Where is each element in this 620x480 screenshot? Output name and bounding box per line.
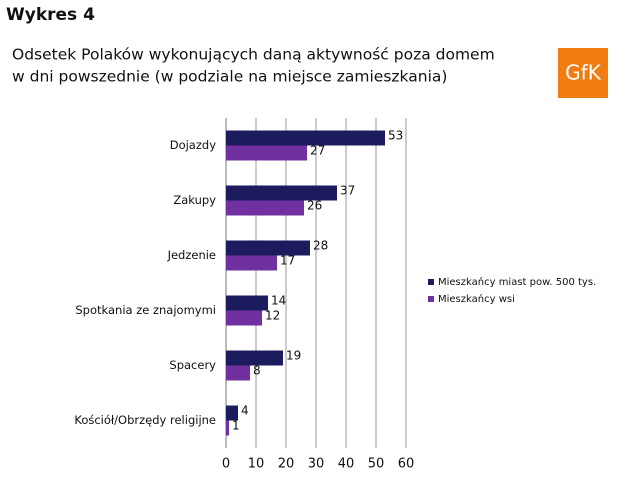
logo — [558, 48, 608, 98]
x-tick-label: 10 — [248, 457, 265, 472]
logo-text: GfK — [565, 61, 602, 85]
bar — [226, 405, 238, 421]
bar — [226, 365, 250, 381]
data-label: 27 — [310, 144, 325, 158]
bar — [226, 295, 268, 311]
page-title: Wykres 4 — [6, 5, 95, 25]
data-label: 1 — [232, 419, 240, 433]
y-tick-label: Dojazdy — [170, 138, 216, 152]
data-label: 53 — [388, 129, 403, 143]
data-label: 19 — [286, 349, 301, 363]
data-label: 4 — [241, 404, 249, 418]
legend-label: Mieszkańcy miast pow. 500 tys. — [438, 276, 596, 288]
chart-title: Odsetek Polaków wykonujących daną aktywn… — [12, 46, 495, 64]
y-tick-label: Spacery — [169, 358, 216, 372]
bar — [226, 185, 337, 201]
y-tick-label: Zakupy — [173, 193, 216, 207]
bar — [226, 255, 277, 271]
bar — [226, 240, 310, 256]
y-tick-label: Spotkania ze znajomymi — [75, 303, 216, 317]
y-tick-label: Jedzenie — [167, 248, 216, 262]
data-label: 37 — [340, 184, 355, 198]
bar — [226, 130, 385, 146]
data-label: 28 — [313, 239, 328, 253]
x-tick-label: 50 — [368, 457, 385, 472]
bar — [226, 145, 307, 161]
bar — [226, 310, 262, 326]
legend-swatch — [428, 279, 434, 285]
x-tick-label: 60 — [398, 457, 415, 472]
data-label: 14 — [271, 294, 286, 308]
y-tick-label: Kościół/Obrzędy religijne — [74, 413, 216, 427]
legend-swatch — [428, 296, 434, 302]
data-label: 8 — [253, 364, 261, 378]
bar — [226, 200, 304, 216]
legend-label: Mieszkańcy wsi — [438, 293, 515, 305]
x-tick-label: 40 — [338, 457, 355, 472]
data-label: 12 — [265, 309, 280, 323]
data-label: 17 — [280, 254, 295, 268]
x-tick-label: 0 — [222, 457, 230, 472]
x-tick-label: 30 — [308, 457, 325, 472]
bar — [226, 420, 229, 436]
bar — [226, 350, 283, 366]
chart-title: w dni powszednie (w podziale na miejsce … — [12, 68, 447, 86]
x-tick-label: 20 — [278, 457, 295, 472]
data-label: 26 — [307, 199, 322, 213]
